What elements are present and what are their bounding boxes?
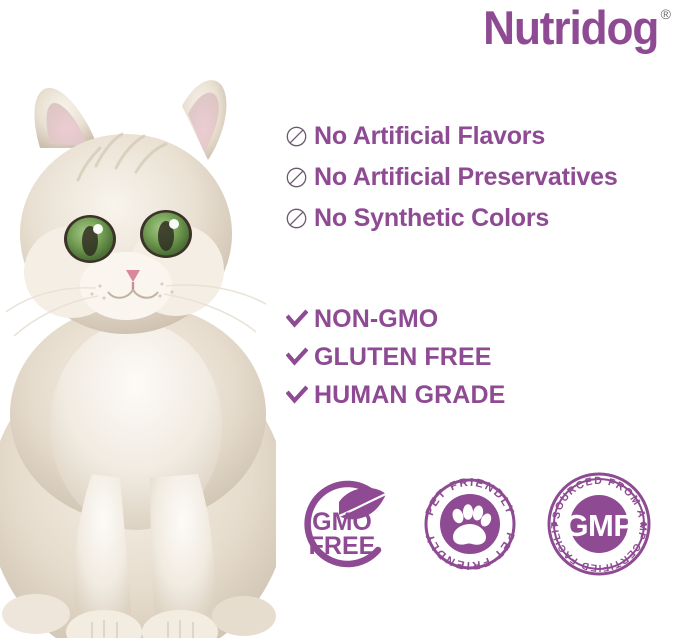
trust-badges: GMO FREE PET FRIENDLY PET FRIENDLY bbox=[292, 461, 672, 586]
no-symbol-icon bbox=[286, 208, 314, 229]
feature-no-synthetic-colors: No Synthetic Colors bbox=[286, 198, 676, 239]
gmo-free-badge: GMO FREE bbox=[292, 472, 396, 581]
cat-photo bbox=[0, 74, 276, 638]
gmo-free-line1: GMO bbox=[312, 508, 372, 536]
positive-features-list: NON-GMO GLUTEN FREE HUMAN GRADE bbox=[286, 300, 676, 414]
feature-no-artificial-flavors: No Artificial Flavors bbox=[286, 116, 676, 157]
feature-label: NON-GMO bbox=[314, 304, 439, 333]
check-icon bbox=[286, 347, 314, 367]
negative-features-list: No Artificial Flavors No Artificial Pres… bbox=[286, 116, 676, 239]
brand-logo: Nutridog ® bbox=[472, 4, 671, 51]
check-icon bbox=[286, 385, 314, 405]
feature-label: HUMAN GRADE bbox=[314, 380, 506, 409]
gmo-free-line2: FREE bbox=[309, 532, 376, 560]
pet-friendly-badge: PET FRIENDLY PET FRIENDLY bbox=[418, 472, 522, 581]
feature-label: No Artificial Preservatives bbox=[314, 163, 618, 191]
feature-label: No Artificial Flavors bbox=[314, 122, 546, 150]
registered-trademark-icon: ® bbox=[660, 6, 671, 22]
brand-wordmark: Nutridog bbox=[483, 1, 660, 54]
no-symbol-icon bbox=[286, 126, 314, 147]
check-icon bbox=[286, 309, 314, 329]
feature-non-gmo: NON-GMO bbox=[286, 300, 676, 338]
feature-gluten-free: GLUTEN FREE bbox=[286, 338, 676, 376]
paw-print-icon bbox=[452, 503, 492, 545]
feature-label: GLUTEN FREE bbox=[314, 342, 492, 371]
gmp-center-text: GMP bbox=[564, 508, 633, 543]
feature-no-artificial-preservatives: No Artificial Preservatives bbox=[286, 157, 676, 198]
feature-human-grade: HUMAN GRADE bbox=[286, 376, 676, 414]
feature-label: No Synthetic Colors bbox=[314, 204, 550, 232]
gmp-badge: SOURCED FROM A GMP CERTIFIED FACILITY GM… bbox=[540, 461, 654, 584]
no-symbol-icon bbox=[286, 167, 314, 188]
